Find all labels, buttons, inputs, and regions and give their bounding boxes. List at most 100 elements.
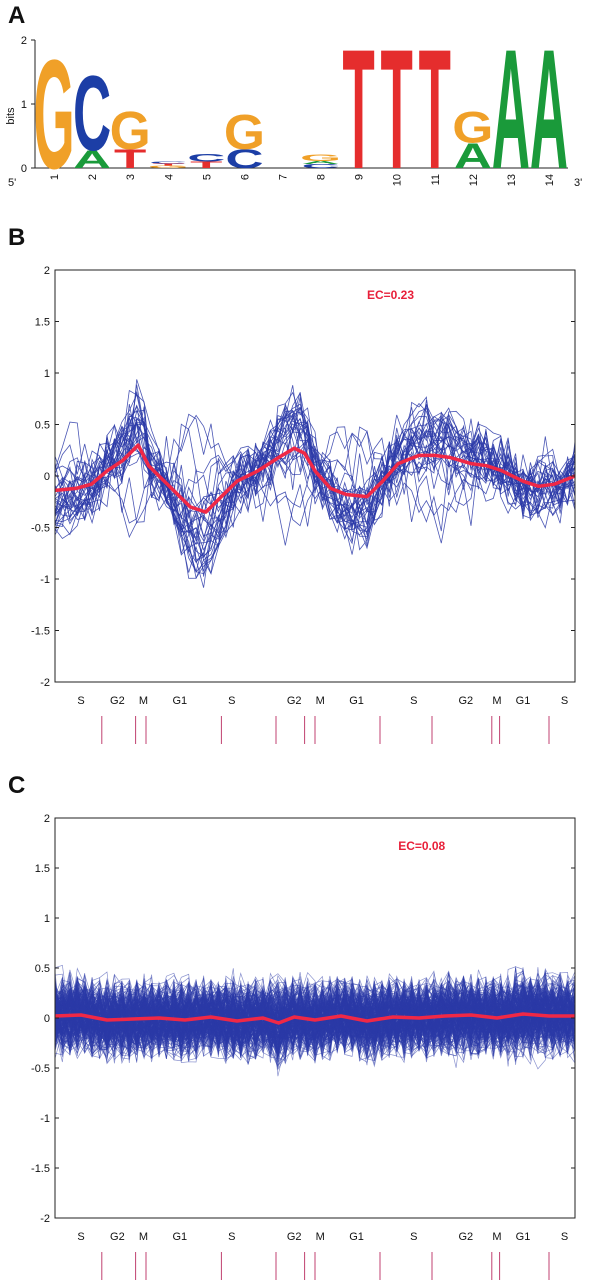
- phase-label: S: [561, 1231, 568, 1243]
- logo-letter-A: A: [73, 146, 111, 174]
- y-tick-label: -1.5: [31, 1163, 50, 1175]
- logo-letter-C: C: [301, 163, 339, 169]
- profile-line: [55, 998, 575, 1053]
- y-tick-label: 2: [44, 265, 50, 277]
- logo-letter-G: G: [110, 102, 151, 161]
- logo-letter-T: T: [342, 14, 374, 200]
- y-axis-label: bits: [5, 107, 17, 125]
- phase-label: S: [77, 1231, 84, 1243]
- phase-label: G2: [458, 695, 473, 707]
- mean-profile-line: [55, 443, 575, 514]
- position-label: 6: [239, 174, 251, 180]
- y-tick-label: -0.5: [31, 523, 50, 535]
- phase-label: G1: [172, 695, 187, 707]
- profile-line: [55, 397, 575, 573]
- y-tick-label: 1.5: [35, 863, 50, 875]
- logo-letter-G: G: [300, 153, 341, 163]
- y-tick-label: 1: [21, 99, 27, 111]
- phase-label: G2: [287, 695, 302, 707]
- y-tick-label: -1: [40, 574, 50, 586]
- position-label: 4: [163, 174, 175, 180]
- y-tick-label: 0.5: [35, 420, 50, 432]
- y-tick-label: 0: [44, 471, 50, 483]
- profile-line: [55, 972, 575, 1061]
- phase-label: G1: [349, 695, 364, 707]
- phase-label: S: [77, 695, 84, 707]
- logo-letter-C: C: [187, 152, 225, 164]
- panel-label-a: A: [8, 2, 26, 29]
- position-label: 9: [354, 174, 366, 180]
- phase-label: G2: [110, 695, 125, 707]
- y-tick-label: 0: [44, 1013, 50, 1025]
- phase-label: S: [410, 1231, 417, 1243]
- expression-profile-chart-b: 2 1.5 1 0.5 0 -0.5 -1 -1.5 -2 EC=0.23 S G2 M G1 S G2 M G1…: [31, 265, 576, 744]
- profile-line: [55, 413, 575, 539]
- logo-letter-T: T: [152, 163, 184, 166]
- expression-profile-chart-c: 2 1.5 1 0.5 0 -0.5 -1 -1.5 -2 EC=0.08 S G2 M G1 S G2 M G1…: [31, 813, 576, 1280]
- y-tick-label: 2: [21, 35, 27, 47]
- position-label: 2: [87, 174, 99, 180]
- phase-label: G1: [516, 695, 531, 707]
- position-label: 13: [506, 174, 518, 186]
- phase-label: S: [410, 695, 417, 707]
- profile-line: [55, 416, 575, 558]
- logo-letter-G: G: [452, 103, 493, 152]
- y-tick-label: -2: [40, 677, 50, 689]
- position-label: 3: [125, 174, 137, 180]
- y-tick-label: -1.5: [31, 626, 50, 638]
- mean-profile-line: [55, 1012, 575, 1025]
- profile-line: [55, 981, 575, 1056]
- profile-line: [55, 432, 575, 532]
- logo-letter-T: T: [190, 160, 222, 170]
- logo-letter-A: A: [492, 14, 530, 200]
- panel-label-c: C: [8, 772, 26, 799]
- logo-letter-G: G: [33, 27, 74, 200]
- y-tick-label: -0.5: [31, 1063, 50, 1075]
- ec-annotation: EC=0.23: [367, 288, 414, 302]
- profile-line: [55, 980, 575, 1055]
- position-label: 10: [392, 174, 404, 186]
- y-tick-label: 0: [21, 163, 27, 175]
- position-label: 1: [49, 174, 61, 180]
- phase-label: M: [492, 695, 501, 707]
- y-tick-label: -1: [40, 1113, 50, 1125]
- position-label: 14: [544, 174, 556, 186]
- end-label-3prime: 3': [574, 177, 582, 189]
- panel-label-b: B: [8, 224, 26, 251]
- y-tick-label: 0.5: [35, 963, 50, 975]
- profile-line: [55, 984, 575, 1051]
- phase-label: G1: [349, 1231, 364, 1243]
- phase-label: M: [492, 1231, 501, 1243]
- profile-line: [55, 431, 575, 520]
- logo-letter-T: T: [114, 144, 147, 174]
- logo-letter-A: A: [530, 14, 568, 200]
- logo-letter-C: C: [73, 54, 111, 173]
- phase-label: M: [316, 1231, 325, 1243]
- profile-lines: [55, 379, 575, 588]
- y-tick-label: 1: [44, 913, 50, 925]
- logo-letter-A: A: [301, 160, 339, 165]
- y-tick-label: 1: [44, 368, 50, 380]
- phase-label: G1: [172, 1231, 187, 1243]
- phase-label: M: [139, 1231, 148, 1243]
- position-label: 12: [468, 174, 480, 186]
- logo-letter-T: T: [419, 14, 451, 200]
- logo-letter-G: G: [148, 165, 189, 169]
- profile-line: [55, 975, 575, 1060]
- logo-letter-G: G: [224, 105, 265, 160]
- y-tick-label: 1.5: [35, 317, 50, 329]
- position-label: 11: [430, 174, 442, 185]
- end-label-5prime: 5': [8, 177, 16, 189]
- phase-label: M: [316, 695, 325, 707]
- phase-label: G2: [110, 1231, 125, 1243]
- profile-line: [55, 973, 575, 1068]
- logo-letter-C: C: [225, 144, 263, 174]
- phase-label: G2: [458, 1231, 473, 1243]
- position-label: 5: [201, 174, 213, 180]
- phase-label: S: [228, 1231, 235, 1243]
- logo-letter-T: T: [381, 14, 413, 200]
- phase-label: G1: [516, 1231, 531, 1243]
- phase-label: S: [228, 695, 235, 707]
- phase-label: G2: [287, 1231, 302, 1243]
